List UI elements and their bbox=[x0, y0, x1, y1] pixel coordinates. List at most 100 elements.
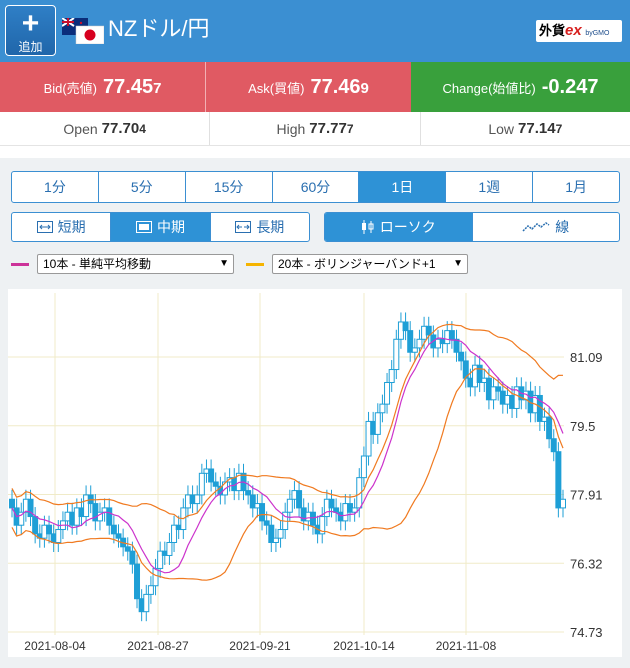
change-value: -0.247 bbox=[541, 75, 599, 98]
chevron-down-icon: ▼ bbox=[219, 258, 229, 269]
moving-average-line bbox=[11, 337, 564, 574]
candle-body bbox=[550, 438, 557, 453]
tab-1min[interactable]: 1分 bbox=[44, 179, 66, 195]
app-header: + 追加 NZドル/円 外貨ex byGMO bbox=[0, 0, 630, 62]
tab-15min[interactable]: 15分 bbox=[184, 172, 272, 202]
tab-mid-range[interactable]: 中期 bbox=[110, 213, 210, 241]
bollinger-upper-line bbox=[11, 323, 564, 520]
tab-long-range[interactable]: 長期 bbox=[209, 213, 309, 241]
candle-body bbox=[458, 351, 465, 362]
candle-body bbox=[286, 498, 293, 513]
candle-body bbox=[309, 511, 316, 526]
candle-body bbox=[476, 364, 483, 384]
add-button[interactable]: + 追加 bbox=[5, 5, 56, 56]
open-value: 77.704 bbox=[101, 120, 146, 137]
long-range-label: 長期 bbox=[256, 219, 285, 235]
candle-body bbox=[110, 524, 117, 535]
candle-body bbox=[448, 330, 455, 340]
open-cell: Open 77.704 bbox=[0, 112, 209, 145]
price-chart[interactable]: 81.09 79.5 77.91 76.32 74.73 2021-08-04 2021-0… bbox=[8, 289, 622, 657]
bid-label: Bid(売値) bbox=[43, 80, 98, 96]
candle-body bbox=[208, 468, 215, 483]
candle-body bbox=[157, 550, 164, 569]
candle-body bbox=[27, 498, 34, 518]
ohl-row: Open 77.704 High 77.777 Low 77.147 bbox=[0, 112, 630, 146]
candle-body bbox=[490, 386, 497, 401]
candle-body bbox=[453, 338, 460, 353]
candle-body bbox=[147, 585, 154, 595]
bb-select[interactable]: 20本 - ボリンジャーバンド+1 ▼ bbox=[272, 254, 468, 274]
candle-body bbox=[171, 524, 178, 543]
y-tick-label: 74.73 bbox=[570, 625, 603, 640]
tab-short-range[interactable]: 短期 bbox=[12, 213, 110, 241]
candle-body bbox=[32, 516, 39, 535]
x-tick-label: 2021-08-27 bbox=[127, 639, 189, 653]
bid-quote[interactable]: Bid(売値) 77.457 bbox=[0, 62, 205, 112]
brand-logo: 外貨ex byGMO bbox=[536, 20, 622, 42]
candle-body bbox=[134, 563, 141, 600]
bb-select-value: 20本 - ボリンジャーバンド+1 bbox=[278, 257, 436, 271]
ma-select[interactable]: 10本 - 単純平均移動 ▼ bbox=[37, 254, 234, 274]
candle-body bbox=[546, 416, 553, 440]
candle-body bbox=[152, 567, 159, 587]
candle-body bbox=[166, 541, 173, 556]
ma-select-value: 10本 - 単純平均移動 bbox=[43, 257, 152, 271]
logo-sub-text: byGMO bbox=[585, 30, 610, 37]
candle-body bbox=[18, 511, 25, 526]
candle-body bbox=[194, 494, 201, 505]
candle-body bbox=[129, 550, 136, 565]
x-tick-label: 2021-08-04 bbox=[24, 639, 86, 653]
candle-body bbox=[393, 338, 400, 371]
tab-1month[interactable]: 1月 bbox=[532, 172, 619, 202]
candlestick-icon bbox=[361, 220, 374, 234]
tab-candlestick[interactable]: ローソク bbox=[325, 213, 472, 241]
candle-body bbox=[259, 503, 266, 522]
candle-body bbox=[356, 477, 363, 509]
candle-body bbox=[360, 455, 367, 479]
candle-body bbox=[416, 338, 423, 349]
low-label: Low bbox=[488, 120, 515, 137]
tab-1week[interactable]: 1週 bbox=[445, 172, 532, 202]
line-chart-icon bbox=[522, 222, 550, 232]
candle-body bbox=[555, 451, 562, 509]
low-value: 77.147 bbox=[518, 120, 563, 137]
candle-body bbox=[407, 330, 414, 353]
high-value: 77.777 bbox=[309, 120, 354, 137]
candle-body bbox=[495, 386, 502, 392]
candlestick-chart-svg[interactable]: 81.09 79.5 77.91 76.32 74.73 2021-08-04 2021-0… bbox=[8, 289, 622, 657]
x-tick-label: 2021-10-14 bbox=[333, 639, 395, 653]
bb-color-swatch bbox=[246, 263, 264, 266]
tab-line[interactable]: 線 bbox=[471, 213, 620, 241]
candle-body bbox=[46, 524, 53, 535]
x-tick-label: 2021-11-08 bbox=[436, 639, 497, 653]
candle-body bbox=[106, 507, 113, 526]
candle-body bbox=[425, 325, 432, 336]
add-button-label: 追加 bbox=[18, 40, 43, 54]
chevron-down-icon: ▼ bbox=[453, 258, 463, 269]
y-tick-label: 77.91 bbox=[570, 488, 603, 503]
low-cell: Low 77.147 bbox=[419, 112, 630, 145]
line-chart-label: 線 bbox=[555, 219, 570, 235]
candle-body bbox=[560, 498, 566, 509]
change-label: Change(始値比) bbox=[442, 80, 536, 96]
y-tick-label: 76.32 bbox=[570, 556, 603, 571]
candle-body bbox=[9, 498, 15, 509]
quote-bar: Bid(売値) 77.457 Ask(買値) 77.469 Change(始値比… bbox=[0, 62, 630, 112]
ask-quote[interactable]: Ask(買値) 77.469 bbox=[205, 62, 411, 112]
candle-body bbox=[272, 537, 279, 543]
candle-body bbox=[263, 520, 270, 526]
candle-body bbox=[328, 498, 335, 509]
candle-body bbox=[319, 516, 326, 535]
chart-type-tabs: ローソク 線 bbox=[324, 212, 620, 242]
tab-5min[interactable]: 5分 bbox=[97, 172, 185, 202]
candle-body bbox=[198, 472, 205, 496]
candle-body bbox=[388, 369, 395, 384]
x-tick-label: 2021-09-21 bbox=[229, 639, 291, 653]
chart-background bbox=[8, 289, 622, 657]
mid-range-label: 中期 bbox=[156, 219, 185, 235]
tab-1day[interactable]: 1日 bbox=[358, 172, 446, 202]
currency-pair-flags-icon bbox=[62, 18, 104, 44]
tab-60min[interactable]: 60分 bbox=[271, 172, 359, 202]
y-tick-label: 81.09 bbox=[570, 350, 603, 365]
candle-body bbox=[384, 382, 391, 405]
